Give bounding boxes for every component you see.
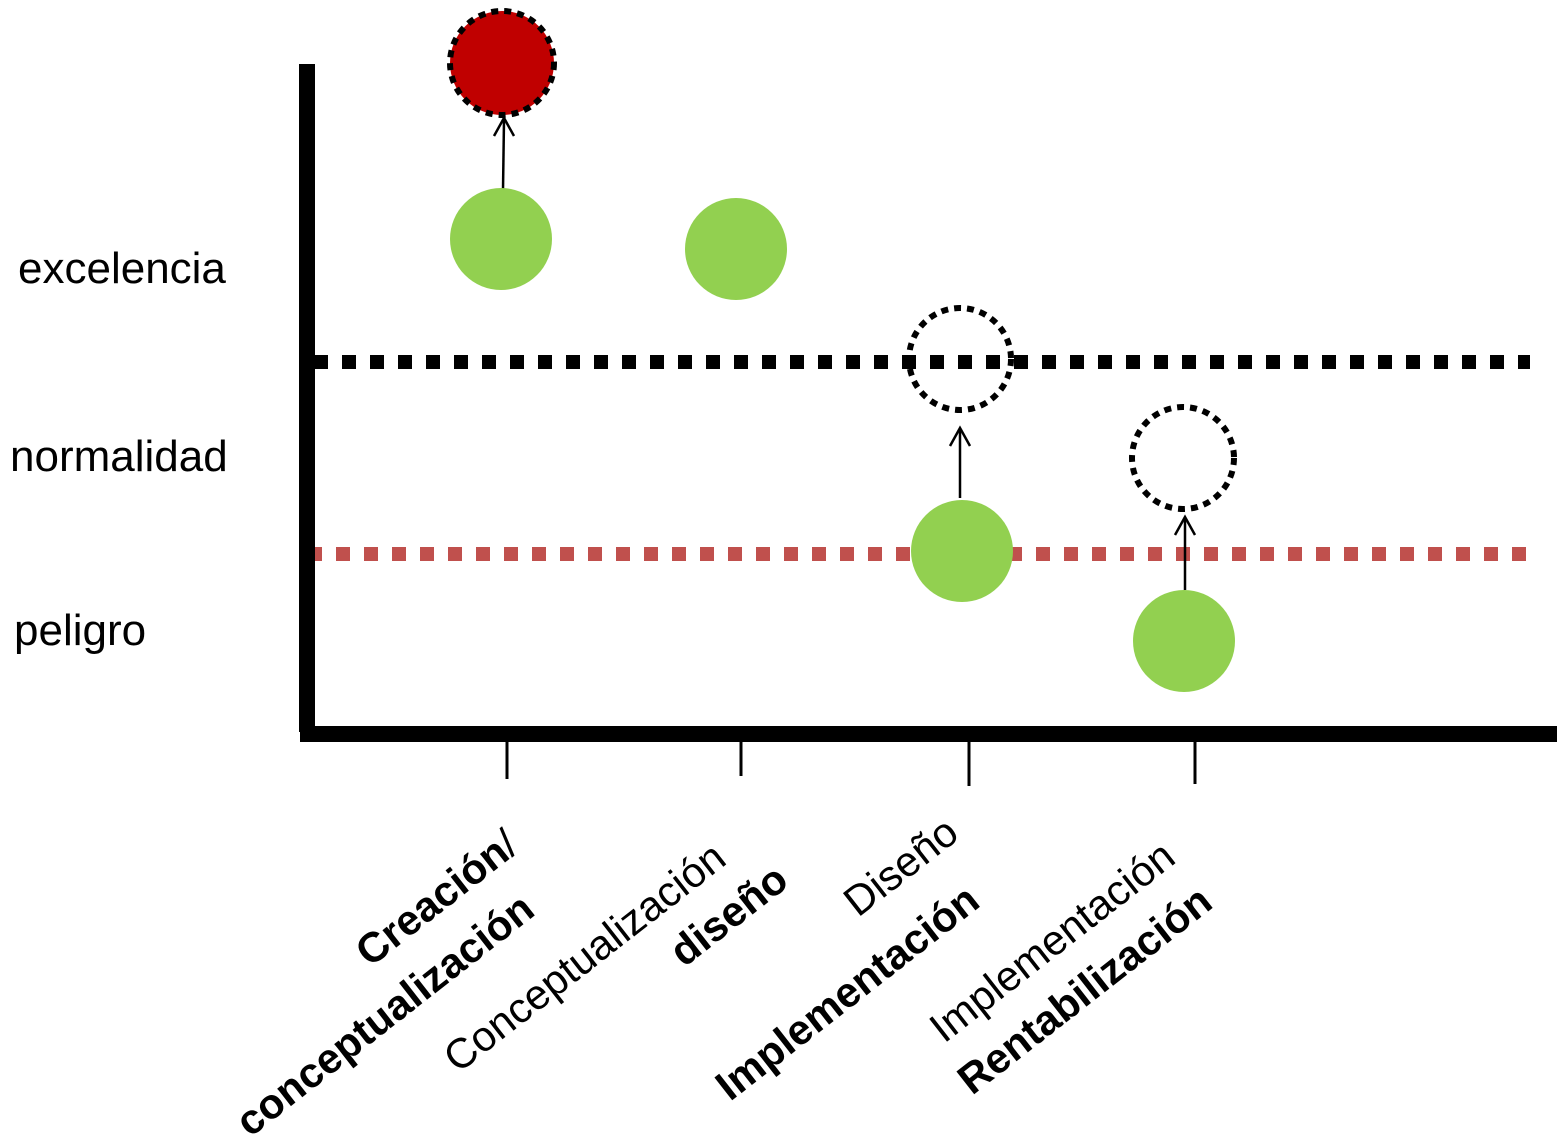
current-marker-2	[685, 198, 787, 300]
arrow-head-1	[492, 115, 516, 137]
y-label-normalidad: normalidad	[10, 432, 228, 481]
current-marker-4	[1133, 590, 1235, 692]
arrow-head-4	[1173, 514, 1197, 536]
current-marker-1	[450, 188, 552, 290]
target-marker-outline-3	[906, 305, 1014, 413]
target-marker-outline-4	[1129, 404, 1237, 512]
arrow-head-3	[948, 425, 972, 447]
target-marker-red	[447, 8, 557, 118]
y-label-peligro: peligro	[14, 606, 146, 655]
arrow-shaft-1	[501, 119, 506, 191]
y-label-excelencia: excelencia	[18, 244, 226, 293]
current-marker-3	[911, 500, 1013, 602]
